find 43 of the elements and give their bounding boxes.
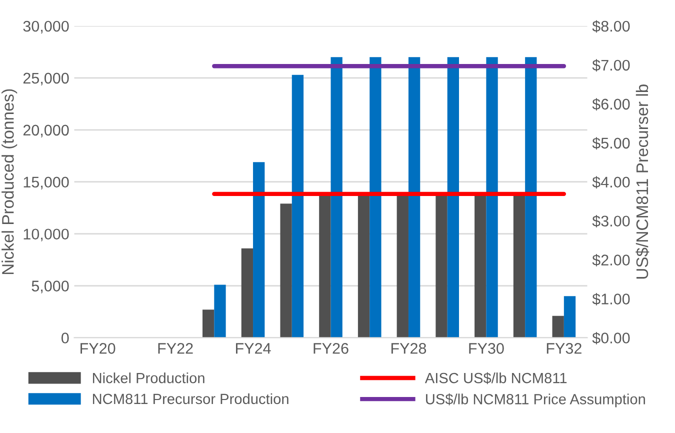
x-tick-label: FY20 <box>80 343 116 354</box>
legend-label: US$/lb NCM811 Price Assumption <box>426 393 645 408</box>
y2-tick-label: $0.00 <box>592 332 630 344</box>
x-tick-label: FY32 <box>546 343 582 354</box>
y-tick-label: 30,000 <box>23 20 69 34</box>
y-tick-label: 10,000 <box>24 228 69 242</box>
y2-axis-title: US$/NCM811 Precurser lb <box>636 84 650 279</box>
bar <box>370 57 382 338</box>
legend-label: Nickel Production <box>92 372 204 384</box>
x-tick-label: FY28 <box>391 343 426 354</box>
y2-tick-label: $4.00 <box>592 176 630 188</box>
bar <box>280 204 292 338</box>
y2-tick-label: $5.00 <box>592 137 630 150</box>
y-tick-label: 0 <box>61 332 69 344</box>
x-tick-label: FY30 <box>469 343 504 354</box>
legend-label: AISC US$/lb NCM811 <box>424 372 567 384</box>
bar <box>241 248 254 338</box>
legend-label: NCM811 Precursor Production <box>92 393 288 404</box>
bar <box>447 57 459 338</box>
x-tick-label: FY26 <box>314 343 348 354</box>
y2-tick-label: $8.00 <box>592 20 630 33</box>
bar <box>214 284 226 338</box>
bar <box>564 296 576 338</box>
y2-tick-label: $7.00 <box>592 59 630 72</box>
bar <box>486 57 498 338</box>
y-tick-label: 15,000 <box>24 176 69 190</box>
y2-tick-label: $2.00 <box>592 254 630 266</box>
bar <box>330 57 342 338</box>
x-tick-label: FY24 <box>236 343 271 354</box>
y-tick-label: 25,000 <box>23 72 69 86</box>
bar <box>525 57 537 338</box>
y-axis-title: Nickel Produced (tonnes) <box>2 89 18 274</box>
bar <box>253 162 265 338</box>
y2-tick-label: $1.00 <box>592 292 630 306</box>
y2-tick-label: $3.00 <box>592 215 630 228</box>
y2-tick-label: $6.00 <box>592 98 630 111</box>
bar <box>408 57 420 338</box>
bar <box>292 74 304 338</box>
bar <box>202 310 214 338</box>
y-tick-label: 20,000 <box>23 124 69 138</box>
x-tick-label: FY22 <box>158 343 193 354</box>
y-tick-label: 5,000 <box>32 280 69 294</box>
bar <box>552 316 564 338</box>
